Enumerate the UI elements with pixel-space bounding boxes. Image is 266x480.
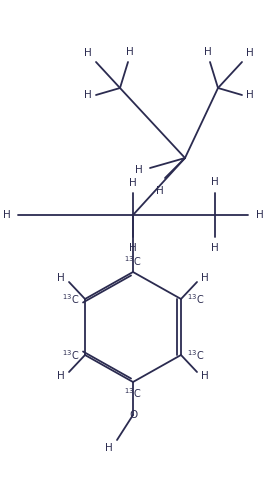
Text: H: H: [211, 243, 219, 253]
Text: H: H: [84, 48, 92, 58]
Text: H: H: [211, 177, 219, 187]
Text: $^{13}$C: $^{13}$C: [124, 254, 142, 268]
Text: H: H: [105, 443, 113, 453]
Text: H: H: [57, 273, 65, 283]
Text: H: H: [129, 243, 137, 253]
Text: H: H: [3, 210, 11, 220]
Text: $^{13}$C: $^{13}$C: [62, 348, 79, 362]
Text: H: H: [135, 165, 143, 175]
Text: $^{13}$C: $^{13}$C: [124, 386, 142, 400]
Text: H: H: [126, 47, 134, 57]
Text: H: H: [57, 371, 65, 381]
Text: H: H: [204, 47, 212, 57]
Text: O: O: [129, 410, 137, 420]
Text: H: H: [201, 371, 209, 381]
Text: $^{13}$C: $^{13}$C: [62, 292, 79, 306]
Text: H: H: [246, 48, 254, 58]
Text: H: H: [256, 210, 264, 220]
Text: H: H: [246, 90, 254, 100]
Text: H: H: [84, 90, 92, 100]
Text: $^{13}$C: $^{13}$C: [187, 292, 204, 306]
Text: H: H: [201, 273, 209, 283]
Text: H: H: [156, 186, 164, 196]
Text: $^{13}$C: $^{13}$C: [187, 348, 204, 362]
Text: H: H: [129, 178, 137, 188]
